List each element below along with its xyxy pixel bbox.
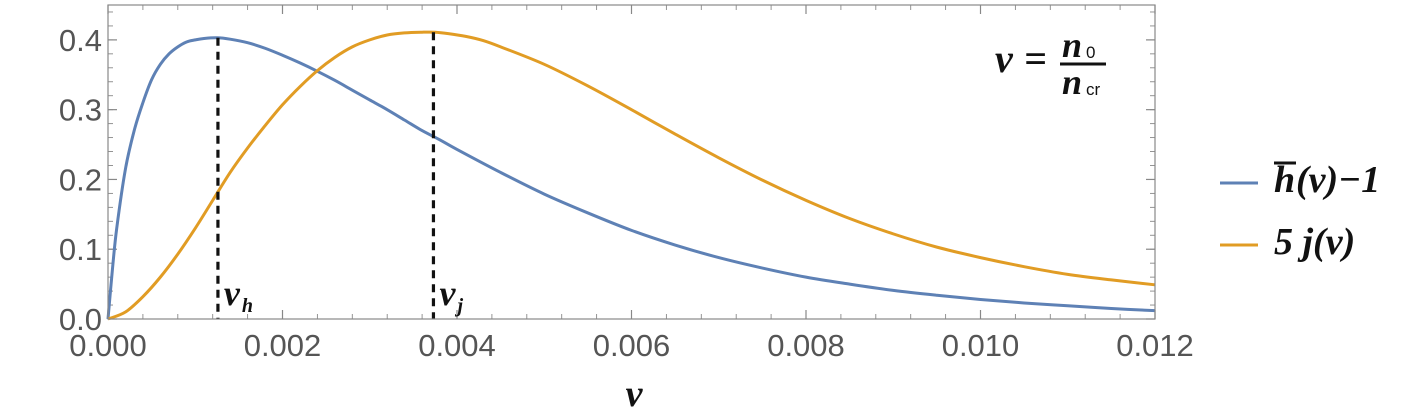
formula-denominator-sub: cr — [1086, 80, 1101, 99]
peak-label-sub-h: h — [242, 295, 253, 317]
x-tick-label: 0.012 — [1116, 328, 1194, 363]
x-tick-label: 0.002 — [244, 328, 322, 363]
x-tick-label: 0.008 — [767, 328, 845, 363]
x-tick-label: 0.004 — [418, 328, 496, 363]
legend-label-j: 5 j(ν) — [1274, 221, 1355, 263]
peak-label-sub-j: j — [454, 295, 463, 317]
legend-label-h-rest: (ν)−1 — [1296, 159, 1380, 201]
y-tick-label: 0.4 — [59, 23, 102, 58]
formula-equals: = — [1024, 36, 1047, 81]
x-axis-label: ν — [626, 373, 644, 415]
legend-label-h-main: h — [1274, 159, 1295, 201]
legend: h (ν)−1 5 j(ν) — [1220, 159, 1380, 263]
formula-numerator-sub: 0 — [1086, 43, 1095, 62]
plot-frame — [107, 4, 1156, 320]
y-tick-label: 0.1 — [59, 232, 102, 267]
y-tick-label: 0.0 — [59, 302, 102, 337]
y-tick-label: 0.3 — [59, 93, 102, 128]
formula-annotation: ν = n 0 n cr — [995, 25, 1106, 102]
peak-label-h: ν — [224, 273, 241, 313]
x-tick-label: 0.006 — [593, 328, 671, 363]
formula-denominator: n — [1062, 62, 1082, 102]
axis-ticks: 0.000 0.002 0.004 0.006 0.008 0.010 0.012 0.0 0.… — [59, 5, 1194, 363]
formula-lhs: ν — [995, 36, 1014, 81]
y-tick-label: 0.2 — [59, 162, 102, 197]
formula-numerator: n — [1062, 25, 1082, 65]
x-tick-label: 0.000 — [69, 328, 147, 363]
x-tick-label: 0.010 — [942, 328, 1020, 363]
peak-label-j: ν — [439, 273, 456, 313]
series-line-h — [106, 36, 1156, 320]
